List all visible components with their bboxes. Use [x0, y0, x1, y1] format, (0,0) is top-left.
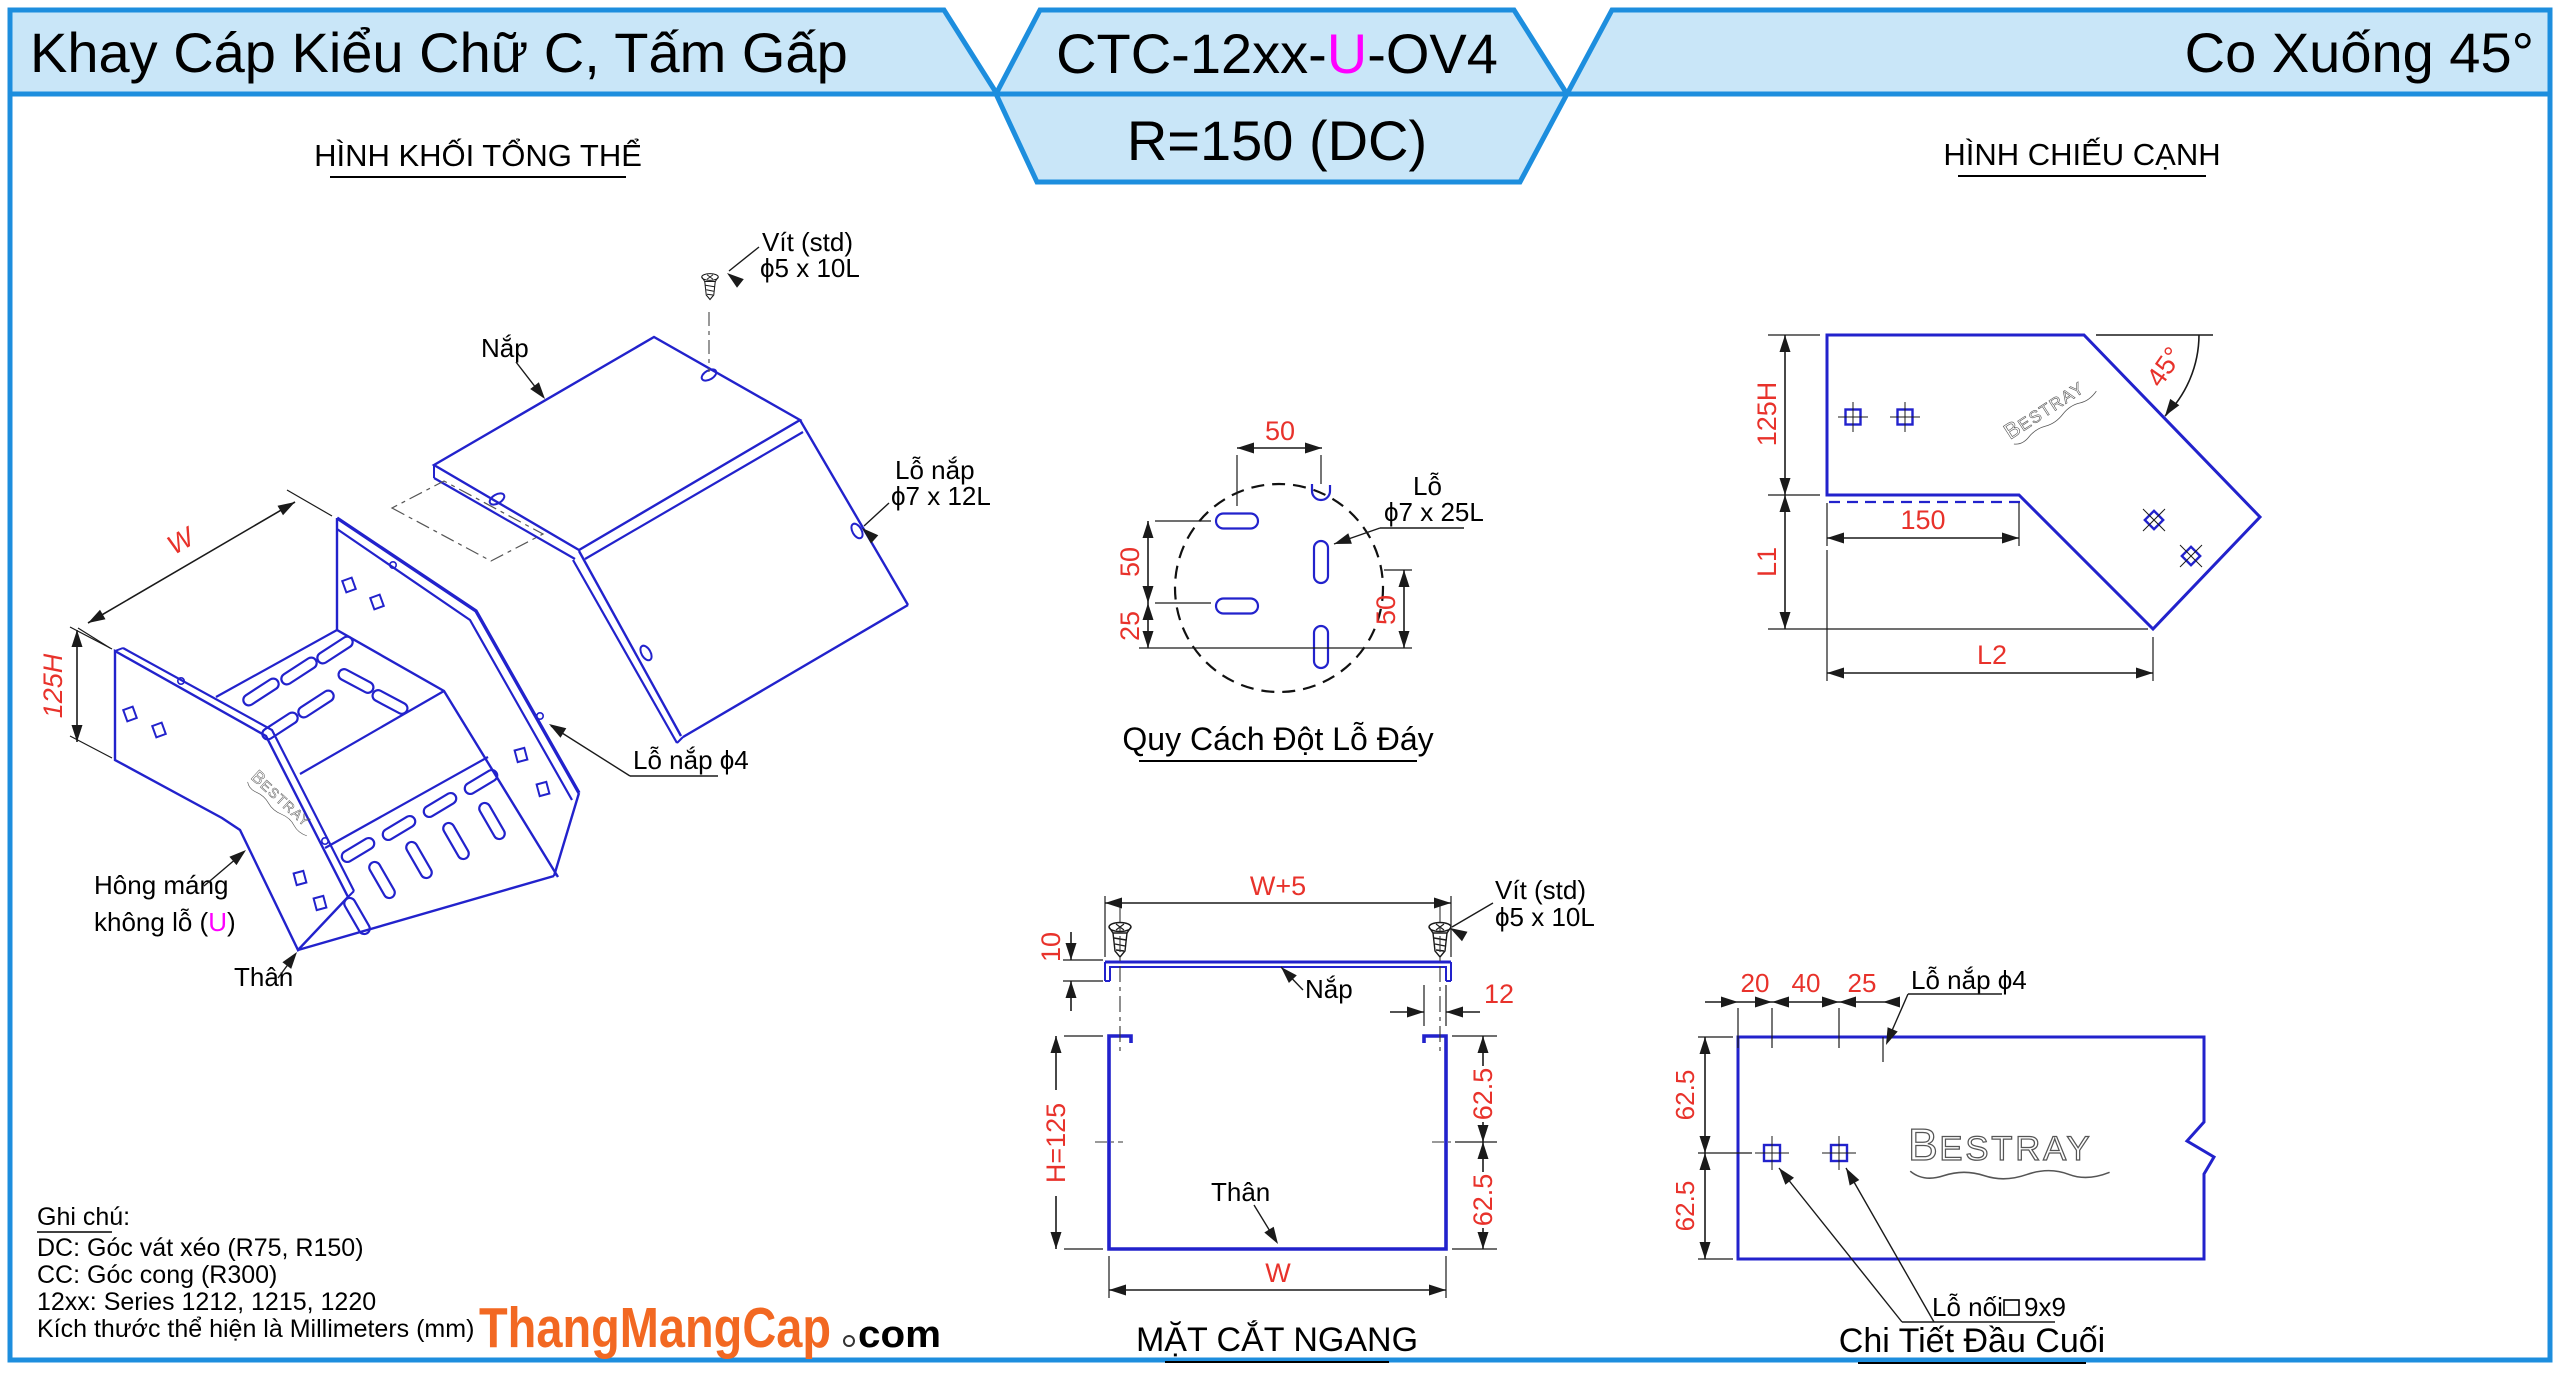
svg-text:HÌNH CHIẾU CẠNH: HÌNH CHIẾU CẠNH	[1943, 137, 2220, 172]
svg-text:125H: 125H	[38, 653, 68, 718]
svg-text:Lỗ: Lỗ	[1413, 471, 1442, 501]
svg-text:W+5: W+5	[1250, 871, 1306, 901]
svg-text:9x9: 9x9	[2024, 1292, 2066, 1322]
svg-text:ϕ7 x 12L: ϕ7 x 12L	[891, 481, 991, 511]
svg-text:10: 10	[1036, 932, 1066, 962]
svg-text:50: 50	[1115, 547, 1145, 577]
svg-text:Khay Cáp Kiểu Chữ C, Tấm Gấp: Khay Cáp Kiểu Chữ C, Tấm Gấp	[30, 21, 848, 84]
svg-text:L1: L1	[1752, 547, 1782, 577]
svg-text:Lỗ nắp ϕ4: Lỗ nắp ϕ4	[1911, 965, 2027, 995]
svg-text:H=125: H=125	[1041, 1103, 1071, 1183]
svg-text:50: 50	[1265, 416, 1295, 446]
svg-text:B: B	[1908, 1120, 1941, 1170]
svg-text:ThangMangCap: ThangMangCap	[479, 1296, 831, 1360]
svg-text:Co Xuống 45°: Co Xuống 45°	[2185, 21, 2534, 84]
svg-text:150: 150	[1900, 505, 1945, 535]
svg-text:40: 40	[1792, 968, 1821, 998]
svg-text:ϕ7 x 25L: ϕ7 x 25L	[1384, 497, 1484, 527]
svg-text:Vít (std): Vít (std)	[762, 227, 853, 257]
svg-text:ϕ5 x 10L: ϕ5 x 10L	[760, 253, 860, 283]
svg-text:Chi Tiết Đầu Cuối: Chi Tiết Đầu Cuối	[1839, 1322, 2105, 1360]
svg-text:MẶT CẮT NGANG: MẶT CẮT NGANG	[1136, 1321, 1418, 1359]
svg-text:Lỗ nắp: Lỗ nắp	[895, 455, 975, 485]
svg-text:50: 50	[1371, 595, 1401, 625]
svg-text:125H: 125H	[1752, 382, 1782, 447]
svg-text:Quy Cách Đột Lỗ Đáy: Quy Cách Đột Lỗ Đáy	[1122, 721, 1433, 757]
svg-text:20: 20	[1741, 968, 1770, 998]
svg-text:Hông máng: Hông máng	[94, 870, 228, 900]
svg-text:62.5: 62.5	[1468, 1174, 1498, 1227]
svg-text:Nắp: Nắp	[1305, 974, 1353, 1004]
svg-text:Thân: Thân	[234, 962, 293, 992]
svg-text:Ghi chú:: Ghi chú:	[37, 1203, 130, 1231]
svg-text:25: 25	[1115, 611, 1145, 641]
svg-text:ϕ5 x 10L: ϕ5 x 10L	[1495, 902, 1595, 932]
svg-text:DC: Góc vát xéo (R75, R150): DC: Góc vát xéo (R75, R150)	[37, 1234, 364, 1262]
svg-text:không lỗ (U): không lỗ (U)	[94, 907, 236, 937]
svg-text:62.5: 62.5	[1670, 1070, 1700, 1121]
svg-text:W: W	[1265, 1258, 1291, 1288]
svg-text:Lỗ nối: Lỗ nối	[1932, 1292, 2003, 1322]
svg-text:25: 25	[1848, 968, 1877, 998]
svg-text:Vít (std): Vít (std)	[1495, 875, 1586, 905]
svg-text:12xx: Series 1212, 1215, 1220: 12xx: Series 1212, 1215, 1220	[37, 1288, 376, 1316]
svg-text:ESTRAY: ESTRAY	[1939, 1130, 2092, 1168]
svg-text:R=150 (DC): R=150 (DC)	[1127, 109, 1427, 172]
svg-text:com: com	[858, 1314, 941, 1356]
svg-text:Kích thước thể hiện là Millime: Kích thước thể hiện là Millimeters (mm)	[37, 1315, 474, 1343]
svg-text:12: 12	[1484, 979, 1514, 1009]
svg-text:HÌNH KHỐI TỔNG THỂ: HÌNH KHỐI TỔNG THỂ	[314, 137, 642, 173]
svg-text:Thân: Thân	[1211, 1177, 1270, 1207]
svg-text:62.5: 62.5	[1468, 1068, 1498, 1121]
svg-text:Nắp: Nắp	[481, 333, 529, 363]
svg-text:62.5: 62.5	[1670, 1181, 1700, 1232]
svg-text:Lỗ nắp ϕ4: Lỗ nắp ϕ4	[633, 745, 749, 775]
svg-text:CC: Góc cong (R300): CC: Góc cong (R300)	[37, 1261, 277, 1289]
svg-text:CTC-12xx-U-OV4: CTC-12xx-U-OV4	[1056, 22, 1498, 85]
svg-text:L2: L2	[1977, 640, 2007, 670]
